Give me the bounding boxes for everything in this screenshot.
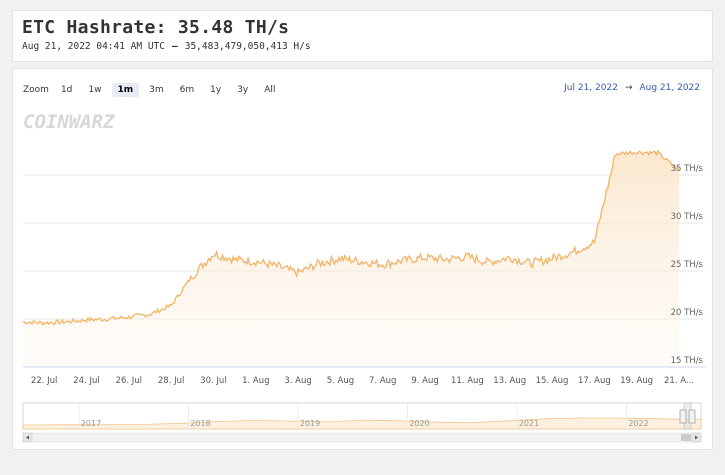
x-tick-label: 5. Aug	[327, 376, 354, 386]
separator: –	[172, 41, 178, 52]
data-point	[169, 304, 173, 308]
data-point	[444, 257, 448, 261]
data-point	[106, 317, 110, 321]
y-tick-label: 25 TH/s	[671, 260, 704, 270]
data-point	[592, 240, 596, 244]
x-tick-label: 13. Aug	[493, 376, 526, 386]
data-point	[233, 257, 237, 261]
navigator-tick-label: 2020	[409, 419, 429, 428]
data-point	[317, 261, 321, 265]
x-tick-label: 21. A...	[664, 376, 694, 386]
data-point	[656, 151, 660, 155]
scroll-right-arrow-icon	[695, 435, 698, 440]
header-card: ETC Hashrate: 35.48 TH/s Aug 21, 2022 04…	[12, 10, 713, 62]
zoom-1m-button[interactable]: 1m	[111, 83, 140, 97]
data-point	[211, 252, 215, 256]
x-tick-label: 1. Aug	[242, 376, 269, 386]
date-to[interactable]: Aug 21, 2022	[639, 83, 700, 93]
zoom-label: Zoom	[23, 85, 49, 95]
data-point	[254, 259, 258, 263]
navigator-left-handle[interactable]	[679, 409, 687, 424]
coinwarz-watermark: COINWARZ	[23, 111, 115, 133]
x-tick-label: 11. Aug	[451, 376, 484, 386]
x-tick-label: 17. Aug	[578, 376, 611, 386]
data-point	[423, 256, 427, 260]
data-point	[529, 261, 533, 265]
zoom-selector: Zoom 1d 1w 1m 3m 6m 1y 3y All	[23, 82, 285, 98]
x-axis-labels: 22. Jul 24. Jul 26. Jul 28. Jul 30. Jul 1. Au…	[31, 376, 694, 386]
zoom-6m-button[interactable]: 6m	[179, 85, 195, 95]
zoom-3m-button[interactable]: 3m	[149, 85, 164, 95]
page-title: ETC Hashrate: 35.48 TH/s	[22, 17, 290, 38]
y-axis-labels: 15 TH/s 20 TH/s 25 TH/s 30 TH/s 35 TH/s	[671, 164, 704, 366]
data-point	[635, 150, 639, 154]
data-point	[296, 271, 300, 275]
timestamp: Aug 21, 2022 04:41 AM UTC	[22, 41, 165, 52]
data-point	[63, 320, 67, 324]
data-point	[127, 315, 131, 319]
data-point	[465, 255, 469, 259]
navigator-tick-label: 2021	[519, 419, 539, 428]
data-point	[42, 321, 46, 325]
data-point	[550, 257, 554, 261]
x-tick-label: 9. Aug	[411, 376, 438, 386]
date-range-arrow-icon: →	[624, 83, 633, 93]
y-tick-label: 20 TH/s	[671, 308, 704, 318]
date-from[interactable]: Jul 21, 2022	[564, 83, 618, 93]
raw-hashrate: 35,483,479,050,413 H/s	[184, 41, 311, 52]
hashrate-area	[23, 150, 679, 367]
navigator-axis-labels: 2017 2018 2019 2020 2021 2022	[78, 403, 649, 429]
data-point	[508, 256, 512, 260]
y-tick-label: 35 TH/s	[671, 164, 704, 174]
data-point	[275, 264, 279, 268]
data-point	[402, 258, 406, 262]
timestamp-line: Aug 21, 2022 04:41 AM UTC –35,483,479,050…	[22, 41, 311, 52]
navigator[interactable]: 2017 2018 2019 2020 2021 2022	[22, 402, 702, 430]
scrollbar[interactable]	[22, 432, 702, 443]
data-point	[360, 259, 364, 263]
zoom-3y-button[interactable]: 3y	[237, 85, 249, 95]
data-point	[381, 262, 385, 266]
navigator-tick-label: 2019	[300, 419, 320, 428]
scrollbar-track[interactable]	[22, 432, 702, 443]
date-range: Jul 21, 2022 → Aug 21, 2022	[564, 83, 700, 93]
data-point	[338, 257, 342, 261]
x-tick-label: 7. Aug	[369, 376, 396, 386]
y-tick-label: 15 TH/s	[671, 356, 704, 366]
x-tick-label: 24. Jul	[73, 376, 99, 386]
data-point	[614, 152, 618, 156]
zoom-1y-button[interactable]: 1y	[210, 85, 222, 95]
x-tick-label: 28. Jul	[158, 376, 184, 386]
zoom-1d-button[interactable]: 1d	[60, 85, 73, 95]
data-point	[487, 260, 491, 264]
navigator-right-handle[interactable]	[688, 409, 696, 424]
navigator-tick-label: 2022	[628, 419, 648, 428]
x-tick-label: 19. Aug	[620, 376, 653, 386]
data-point	[84, 318, 88, 322]
scrollbar-thumb[interactable]	[681, 434, 691, 441]
x-tick-label: 26. Jul	[116, 376, 142, 386]
x-tick-label: 30. Jul	[200, 376, 226, 386]
chart-card: Zoom 1d 1w 1m 3m 6m 1y 3y All Jul 21, 20…	[12, 68, 713, 450]
zoom-1w-button[interactable]: 1w	[88, 85, 102, 95]
scroll-left-arrow-icon	[26, 435, 29, 440]
x-tick-label: 22. Jul	[31, 376, 57, 386]
data-point	[148, 312, 152, 316]
data-point	[571, 250, 575, 254]
data-point	[190, 274, 194, 278]
hashrate-line	[22, 149, 680, 326]
zoom-all-button[interactable]: All	[264, 85, 276, 95]
navigator-tick-label: 2018	[190, 419, 210, 428]
hashrate-chart: 15 TH/s 20 TH/s 25 TH/s 30 TH/s 35 TH/s 22. …	[21, 149, 705, 443]
data-point	[21, 320, 25, 324]
navigator-tick-label: 2017	[81, 419, 101, 428]
x-tick-label: 15. Aug	[536, 376, 569, 386]
y-tick-label: 30 TH/s	[671, 212, 704, 222]
x-tick-label: 3. Aug	[284, 376, 311, 386]
